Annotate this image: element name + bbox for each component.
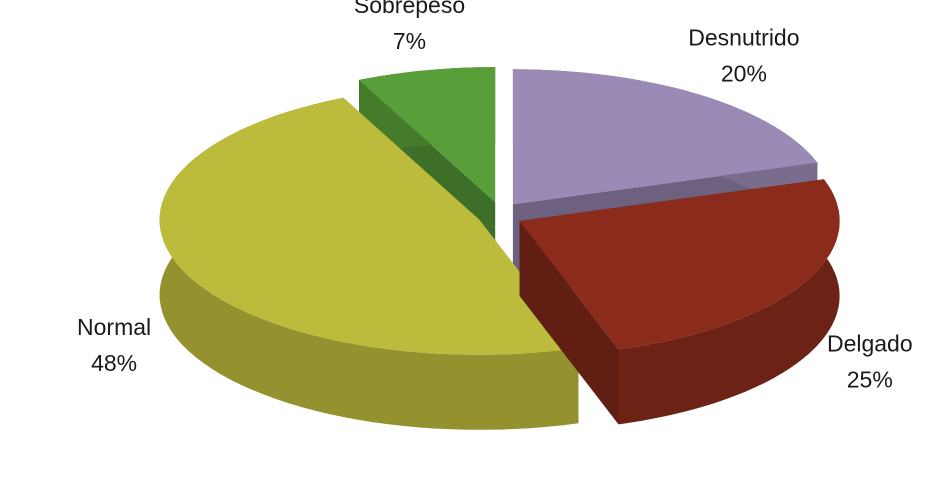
value-label: 48% — [91, 350, 137, 376]
slice-top — [519, 179, 840, 350]
slice-wall — [519, 221, 619, 425]
slice — [159, 97, 579, 430]
slice-side — [618, 179, 840, 425]
value-label: 20% — [721, 60, 767, 86]
category-label: Delgado — [827, 331, 913, 357]
value-label: 7% — [393, 28, 426, 54]
value-label: 25% — [847, 367, 893, 393]
slice-top — [512, 69, 818, 205]
slice — [519, 179, 840, 425]
slice-top — [159, 97, 579, 355]
category-label: Desnutrido — [688, 24, 799, 50]
category-label: Sobrepeso — [354, 0, 465, 18]
category-label: Normal — [77, 314, 151, 340]
slice-top — [359, 67, 496, 203]
